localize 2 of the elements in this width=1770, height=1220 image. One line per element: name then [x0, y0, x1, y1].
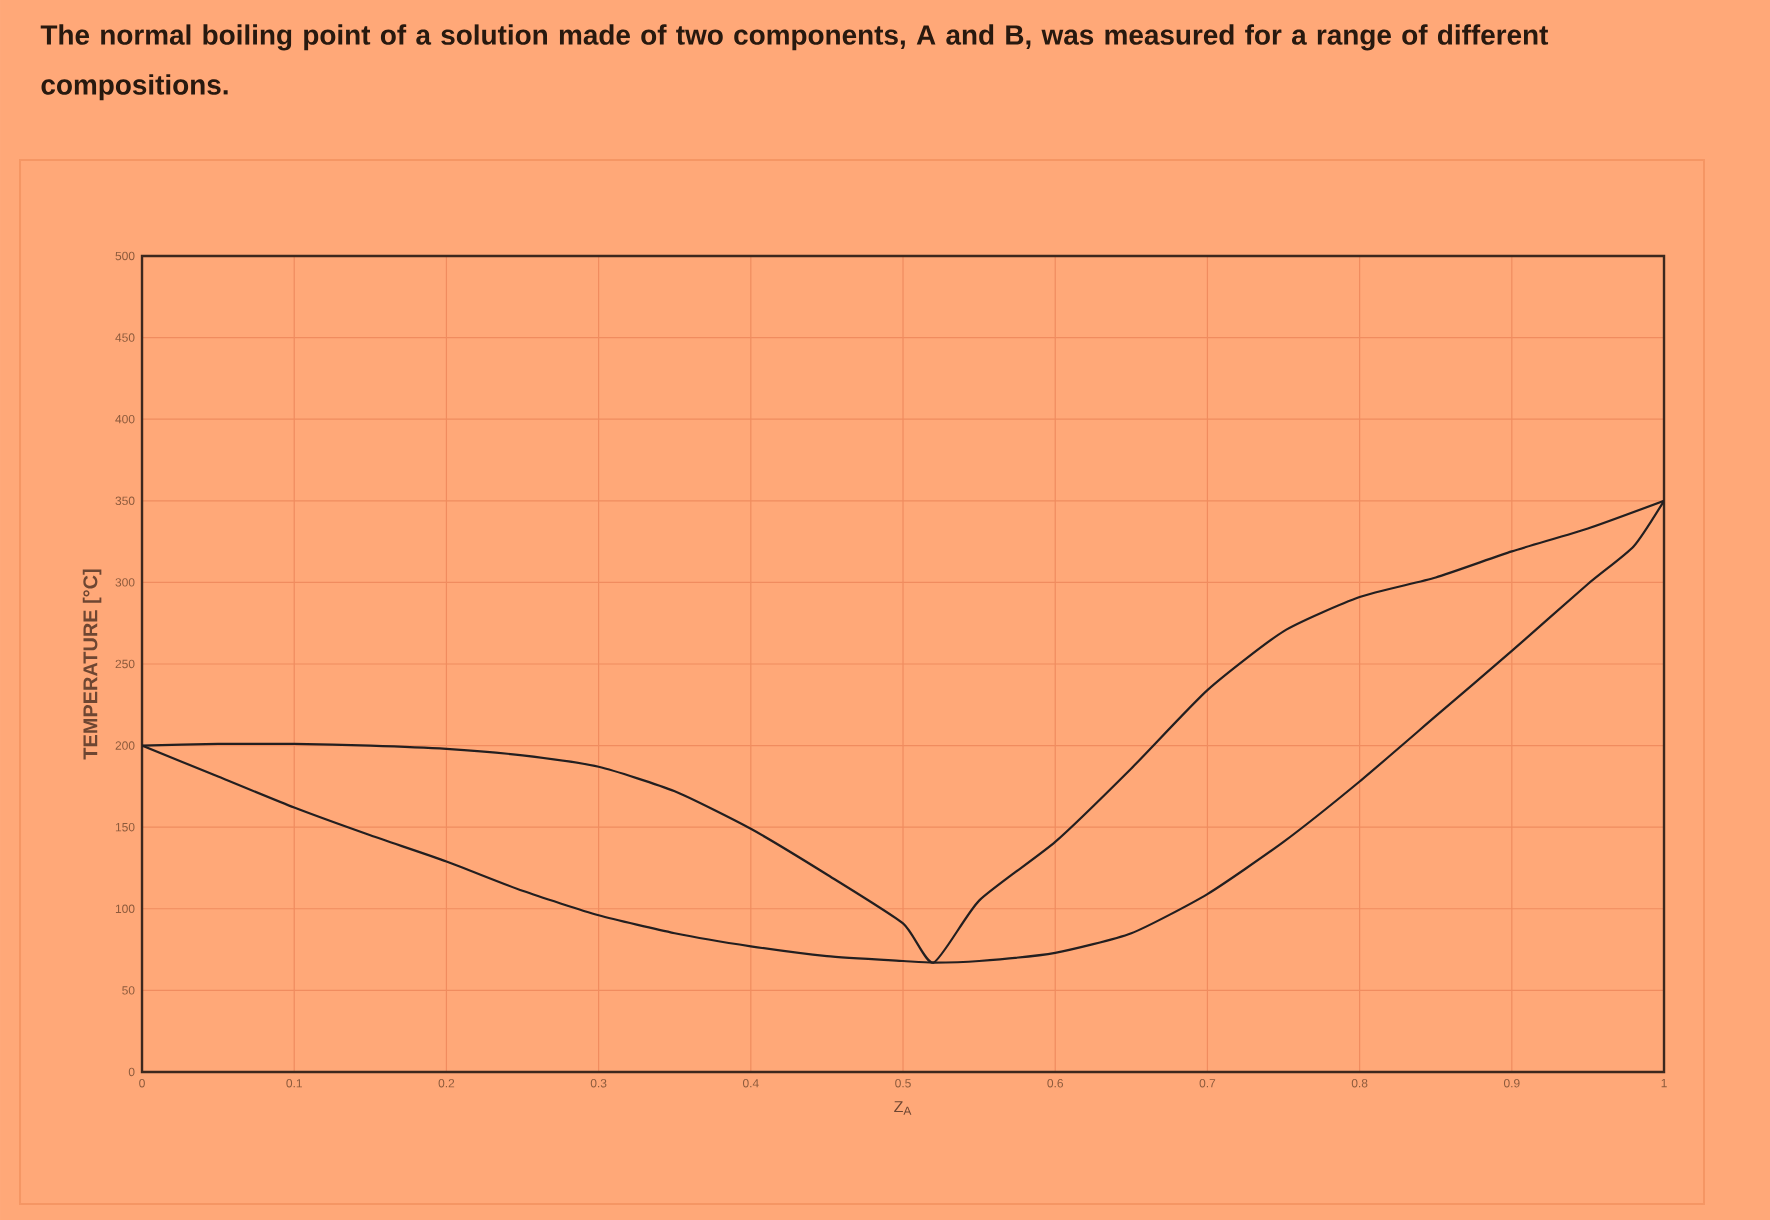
- y-axis-title: TEMPERATURE [°C]: [82, 569, 102, 760]
- chart-title: The normal boiling point of a solution made of two components, A and B, was measured for a range of different compositions.: [40, 24, 1549, 101]
